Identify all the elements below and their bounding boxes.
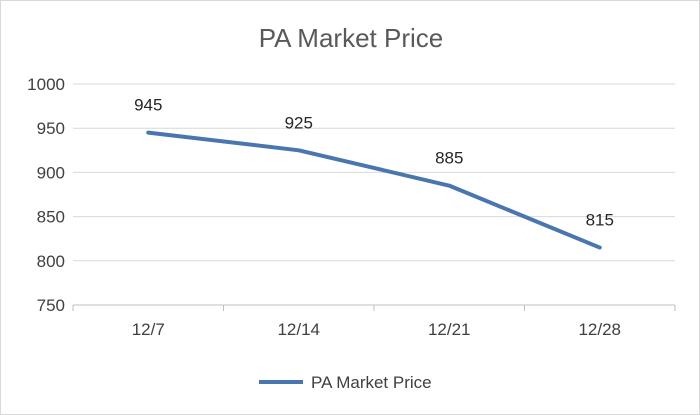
y-tick-label: 900: [37, 163, 65, 182]
y-tick-label: 950: [37, 119, 65, 138]
y-tick-label: 850: [37, 208, 65, 227]
axes: 750 800 850 900 950 1000 12/7 12/14 12/21 12/28: [27, 75, 676, 339]
gridlines: [73, 83, 675, 306]
series-line: [146, 130, 602, 250]
data-label: 815: [586, 211, 614, 230]
x-tick-label: 12/7: [132, 320, 165, 339]
chart-title: PA Market Price: [259, 23, 443, 53]
x-tick-label: 12/21: [428, 320, 471, 339]
x-tick-label: 12/14: [277, 320, 320, 339]
series-layer: [146, 130, 602, 250]
y-tick-label: 750: [37, 296, 65, 315]
y-tick-label: 1000: [27, 75, 65, 94]
data-label: 945: [134, 96, 162, 115]
y-tick-label: 800: [37, 252, 65, 271]
data-label: 925: [285, 113, 313, 132]
x-tick-label: 12/28: [578, 320, 621, 339]
legend-label: PA Market Price: [311, 373, 432, 392]
data-labels: 945 925 885 815: [134, 96, 614, 230]
legend: PA Market Price: [259, 373, 432, 392]
data-label: 885: [435, 149, 463, 168]
